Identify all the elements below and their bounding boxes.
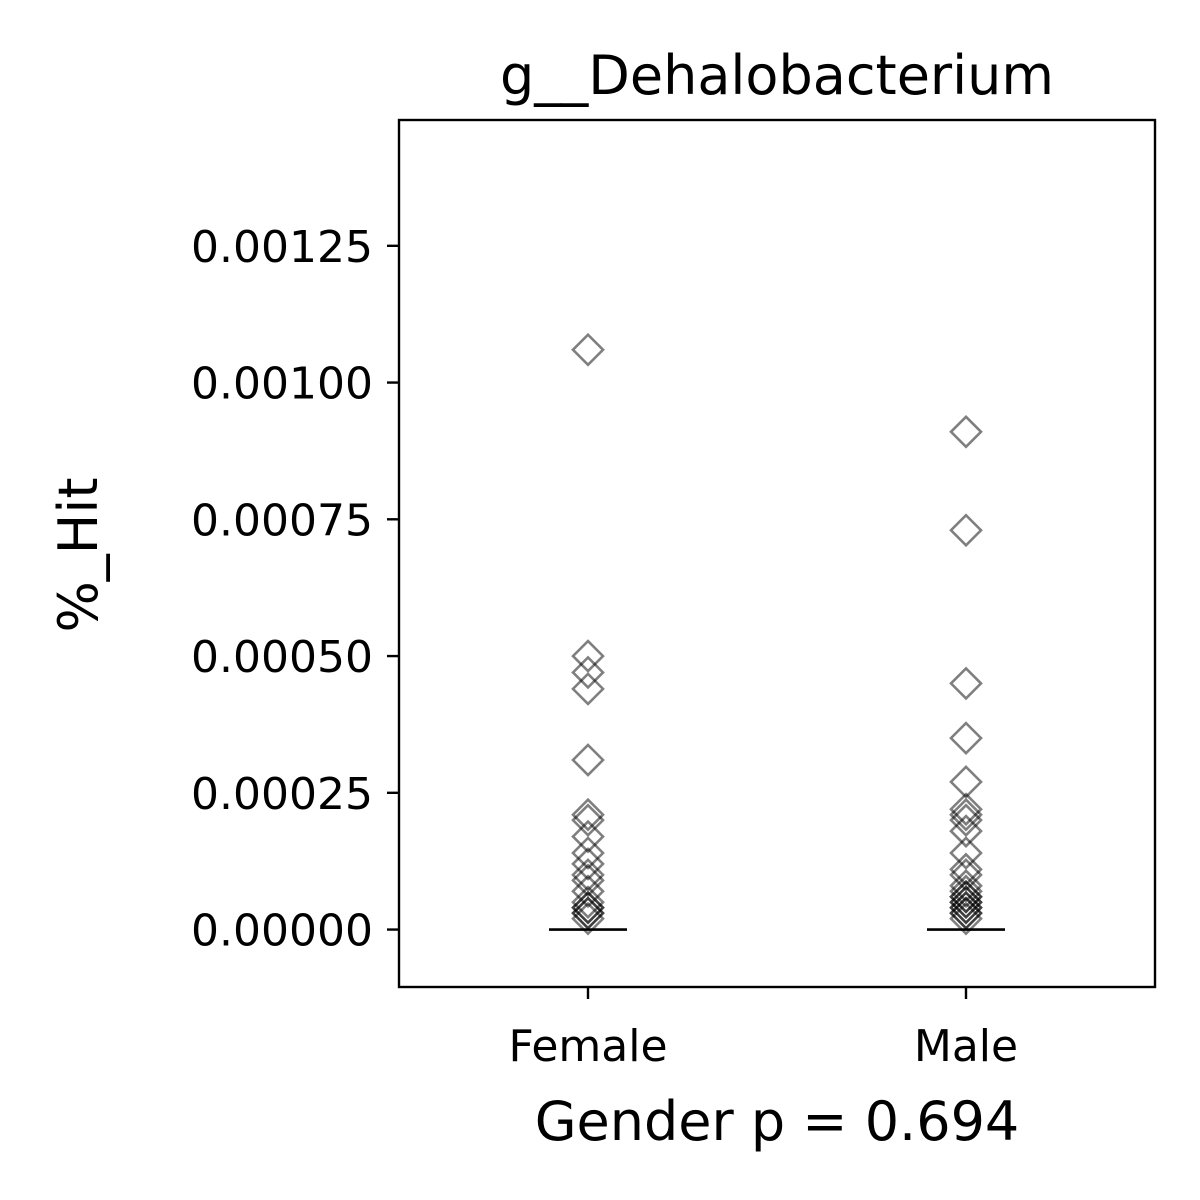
- data-point-male: [949, 901, 983, 936]
- data-point-female: [571, 847, 605, 881]
- data-point-male: [949, 879, 983, 914]
- chart-marks: 0.00000 0.00025 0.00050 0.00075 0.00100 0.001…: [191, 222, 1018, 1072]
- data-point-male: [949, 896, 983, 930]
- data-point-female: [571, 743, 605, 777]
- data-point-female: [571, 863, 605, 898]
- data-point-female: [571, 896, 605, 930]
- data-point-female: [571, 819, 605, 854]
- data-point-female: [571, 797, 605, 832]
- data-point-female: [571, 639, 605, 673]
- y-tick-label: 0.00075: [191, 495, 373, 546]
- y-tick-label: 0.00050: [191, 632, 373, 683]
- x-axis-label: Gender p = 0.694: [535, 1090, 1020, 1153]
- data-point-female: [571, 858, 605, 892]
- y-tick-label: 0.00000: [191, 906, 373, 957]
- y-axis-label: %_Hit: [47, 477, 110, 632]
- y-tick-label: 0.00025: [191, 769, 373, 820]
- data-point-male: [949, 858, 983, 892]
- y-tick-label: 0.00125: [191, 222, 373, 273]
- data-point-male: [949, 797, 983, 832]
- data-point-male: [949, 836, 983, 870]
- y-tick-label: 0.00100: [191, 359, 373, 410]
- data-point-female: [571, 332, 605, 367]
- data-point-male: [949, 792, 983, 827]
- chart-title: g__Dehalobacterium: [500, 44, 1054, 107]
- data-point-male: [949, 890, 983, 925]
- data-point-male: [949, 874, 983, 909]
- data-point-male: [949, 814, 983, 848]
- data-point-male: [949, 765, 983, 799]
- data-point-male: [949, 721, 983, 755]
- data-point-male: [949, 868, 983, 903]
- data-point-male: [949, 852, 983, 887]
- data-point-male: [949, 803, 983, 838]
- data-point-male: [949, 885, 983, 920]
- x-tick-label: Female: [508, 1021, 667, 1072]
- x-tick-label: Male: [914, 1021, 1018, 1072]
- data-point-female: [571, 655, 605, 690]
- data-point-male: [949, 414, 983, 449]
- data-point-male: [949, 666, 983, 701]
- data-point-female: [571, 672, 605, 706]
- plot-frame: [397, 118, 1157, 989]
- data-point-female: [571, 803, 605, 838]
- data-point-female: [571, 890, 605, 925]
- data-point-female: [571, 885, 605, 920]
- data-point-female: [571, 874, 605, 909]
- data-point-female: [571, 901, 605, 936]
- data-point-female: [571, 836, 605, 870]
- data-point-male: [949, 513, 983, 548]
